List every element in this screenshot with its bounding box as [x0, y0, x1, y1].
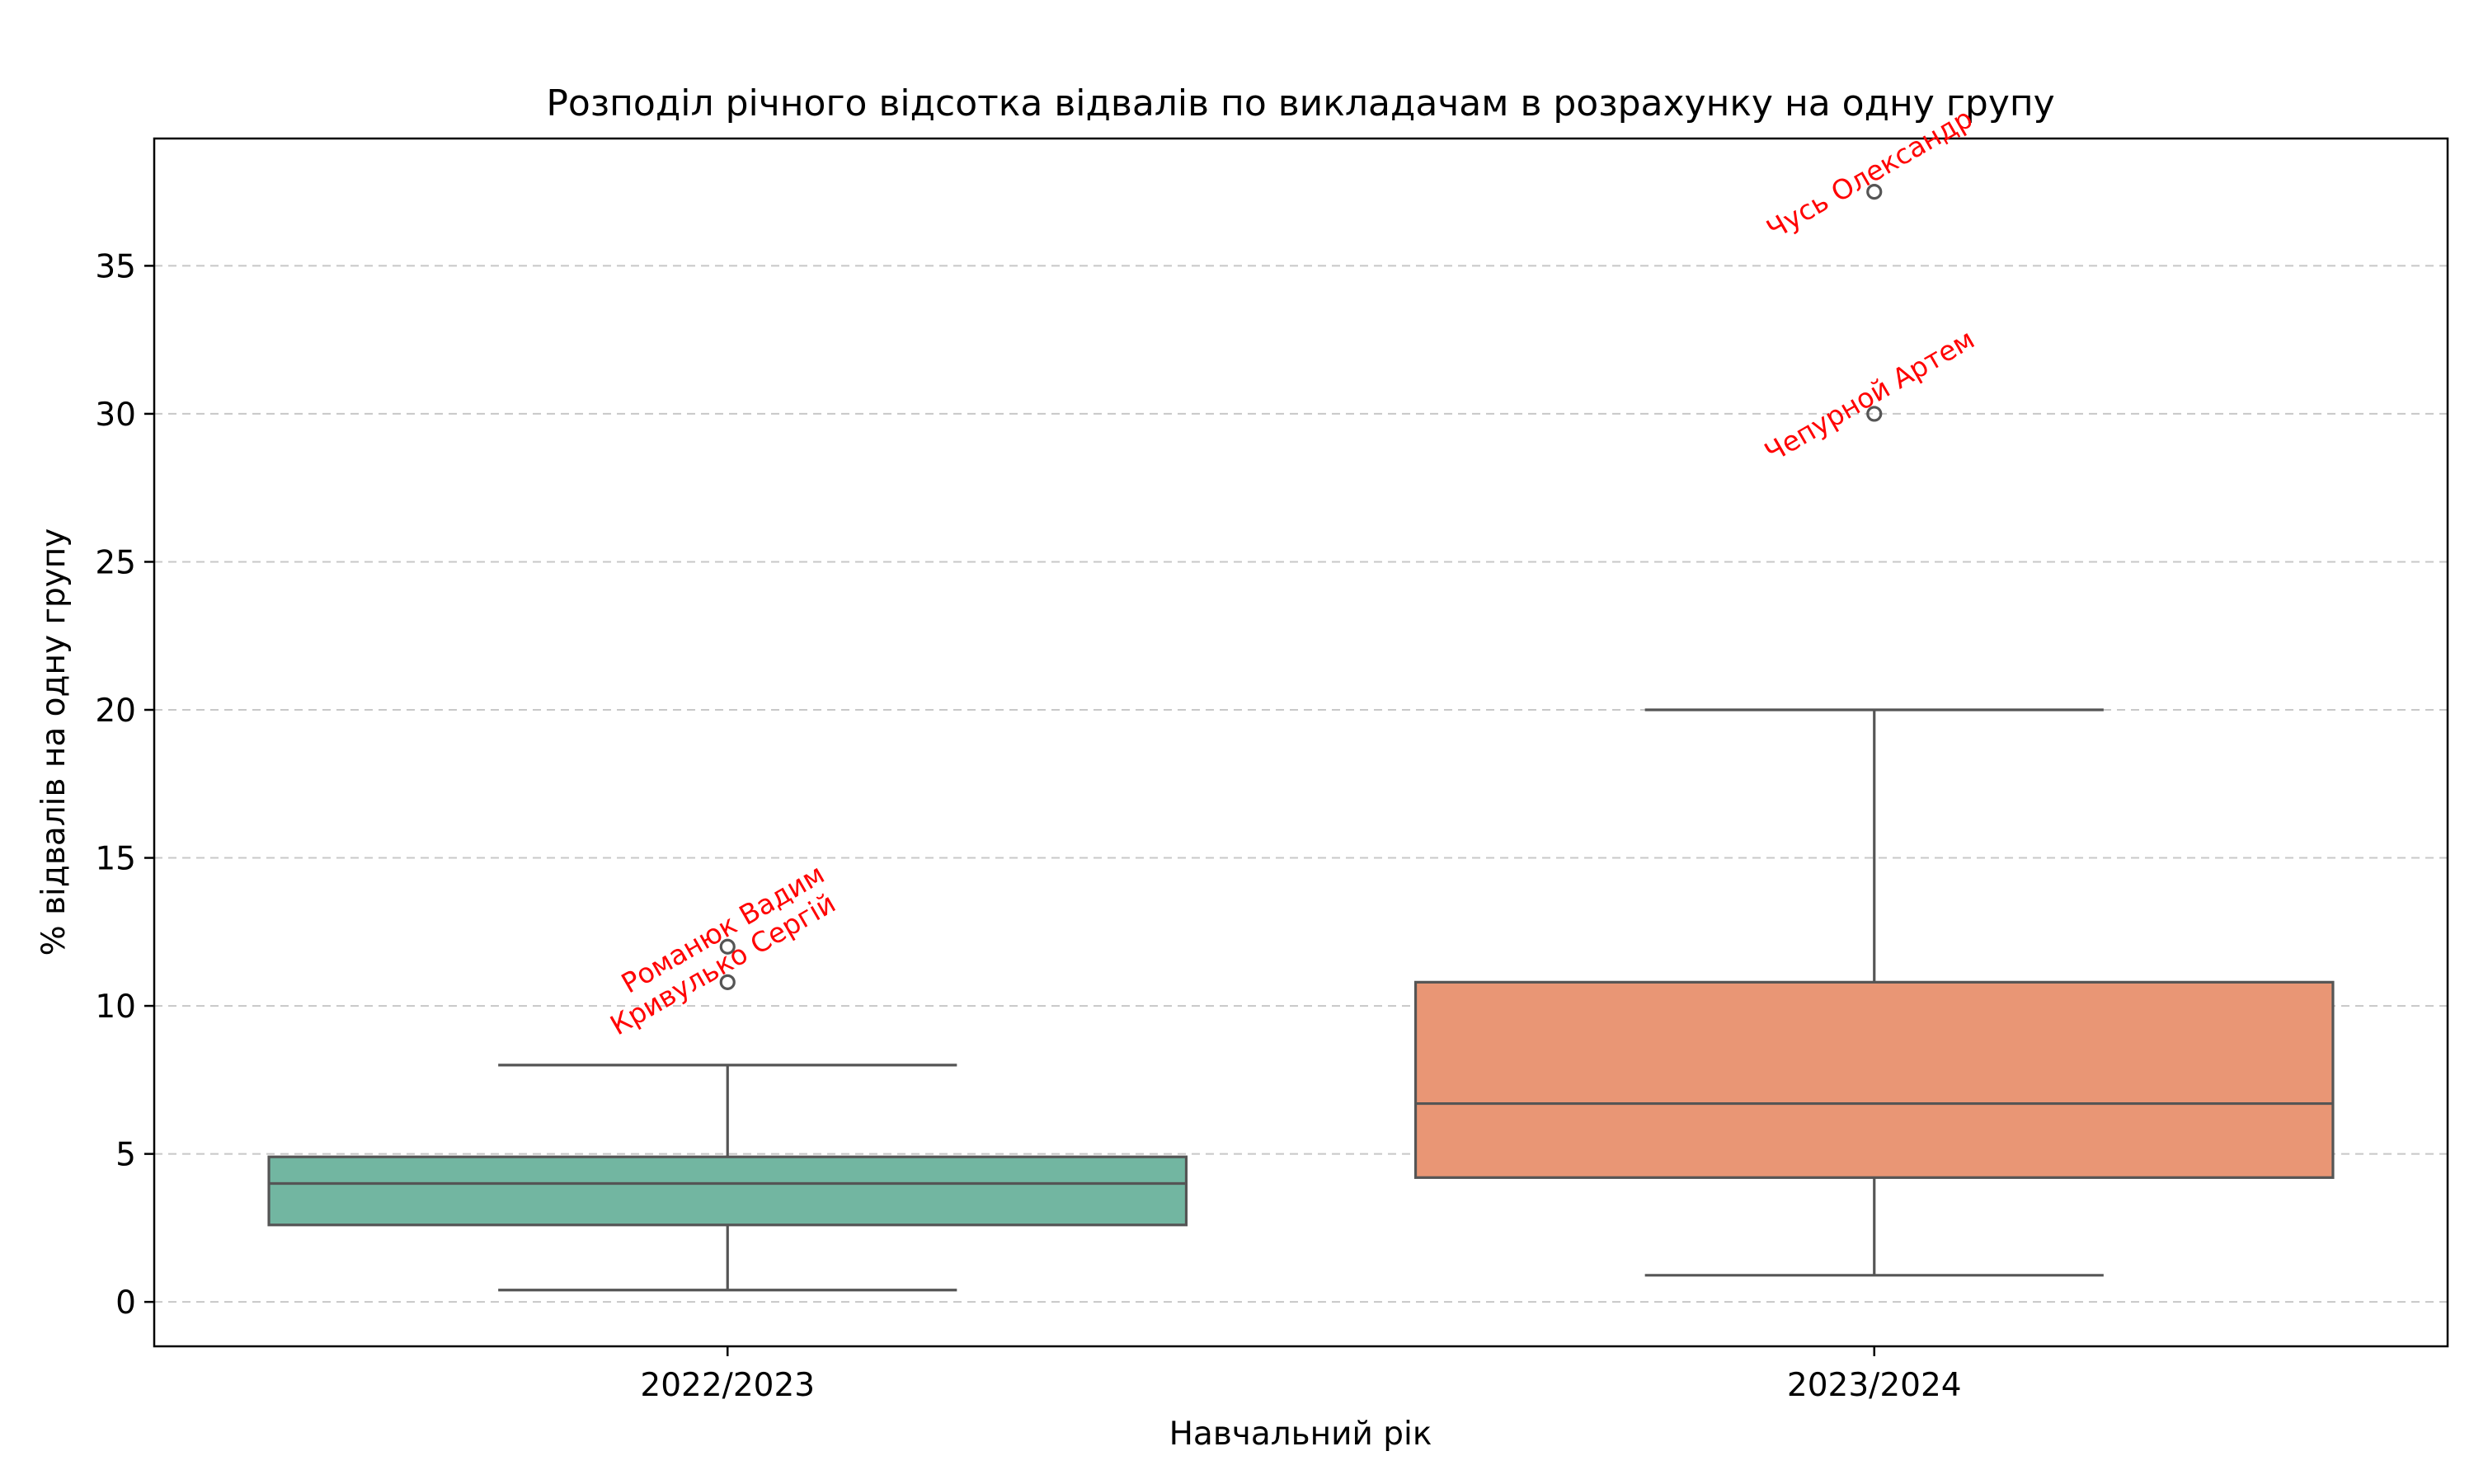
- annotation-label: Чепурной Артем: [1759, 322, 1980, 468]
- box-layer: [267, 184, 2335, 1292]
- outlier-point: [1866, 406, 1883, 422]
- x-tick-label: 2023/2024: [1787, 1367, 1962, 1404]
- outlier-point: [719, 938, 736, 955]
- box-2023-2024: [1413, 184, 2335, 1277]
- x-axis-label: Навчальний рік: [1169, 1416, 1432, 1453]
- box-2022-2023: [267, 938, 1188, 1292]
- y-tick-label: 20: [95, 693, 136, 730]
- iqr-box: [1413, 980, 2335, 1179]
- y-tick-label: 35: [95, 248, 136, 285]
- y-tick-label: 0: [115, 1284, 136, 1322]
- x-tick-label: 2022/2023: [640, 1367, 815, 1404]
- x-axis-ticks: 2022/2023 2023/2024: [640, 1346, 1962, 1404]
- y-tick-label: 5: [115, 1137, 136, 1174]
- y-axis-ticks: 0 5 10 15 20 25 30 35: [95, 248, 154, 1322]
- y-tick-label: 10: [95, 989, 136, 1026]
- outlier-point: [719, 974, 736, 990]
- y-axis-label: % відвалів на одну групу: [35, 528, 73, 956]
- y-tick-label: 25: [95, 544, 136, 581]
- iqr-box: [267, 1155, 1188, 1227]
- chart-title: Розподіл річного відсотка відвалів по ви…: [546, 82, 2054, 124]
- plot-frame: [153, 137, 2449, 1348]
- y-tick-label: 15: [95, 841, 136, 878]
- y-tick-label: 30: [95, 397, 136, 434]
- outlier-point: [1866, 184, 1883, 200]
